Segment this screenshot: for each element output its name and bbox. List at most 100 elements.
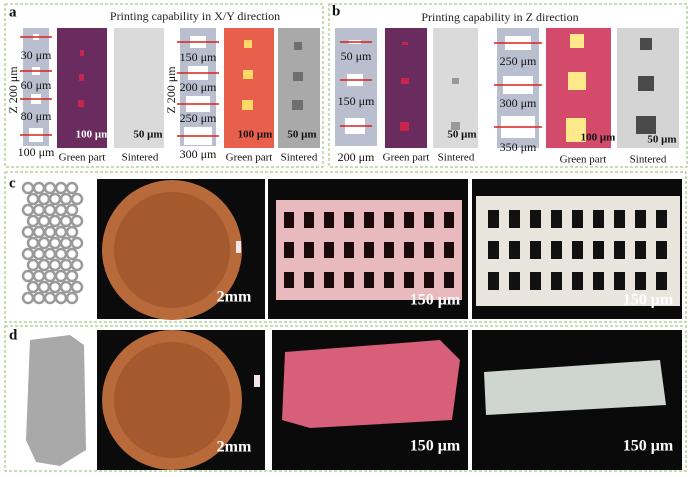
axis-label: Z 200 μm — [164, 66, 178, 114]
pore — [488, 210, 499, 228]
scale-bar-label: 150 μm — [623, 438, 674, 455]
pore — [444, 272, 454, 288]
pore — [284, 242, 294, 258]
pore — [572, 241, 583, 259]
pore — [572, 272, 583, 290]
size-label: 150 μm — [338, 94, 375, 108]
scale-bar-label: 50 μm — [133, 129, 162, 141]
caption: Sintered — [438, 152, 475, 164]
pore — [294, 42, 302, 50]
pore — [384, 272, 394, 288]
pore — [292, 100, 303, 110]
lattice-node — [70, 280, 84, 294]
pore — [404, 272, 414, 288]
pore — [452, 78, 459, 84]
lattice-node — [65, 291, 79, 305]
pore — [530, 272, 541, 290]
print — [568, 72, 586, 90]
pore — [344, 242, 354, 258]
panel-title: Printing capability in Z direction — [421, 10, 578, 24]
lattice-model — [21, 181, 84, 305]
pore — [635, 210, 646, 228]
lattice-node — [70, 214, 84, 228]
size-label: 350 μm — [500, 140, 537, 154]
scale-bar-label: 50 μm — [647, 134, 676, 146]
panel-label: b — [332, 3, 340, 19]
pore — [638, 76, 654, 91]
pore — [551, 210, 562, 228]
pore — [635, 272, 646, 290]
pore — [509, 272, 520, 290]
caption: Sintered — [122, 152, 159, 164]
pore — [424, 212, 434, 228]
pore — [364, 212, 374, 228]
scaffold — [484, 360, 666, 415]
pore — [451, 122, 460, 130]
scale-bar-label: 100 μm — [581, 132, 616, 144]
pore — [488, 241, 499, 259]
size-label: 80 μm — [21, 109, 52, 123]
pore — [404, 242, 414, 258]
pores — [292, 42, 303, 110]
size-label: 300 μm — [500, 96, 537, 110]
panel-c-frame — [4, 171, 687, 323]
coin-face — [114, 342, 230, 458]
schematic — [23, 28, 49, 146]
lattice-node — [70, 258, 84, 272]
sintered-photo — [114, 28, 164, 148]
size-label: 250 μm — [500, 54, 537, 68]
scale-bar-label: 150 μm — [410, 438, 461, 455]
pore — [551, 272, 562, 290]
caption: Sintered — [630, 154, 667, 166]
pore — [509, 241, 520, 259]
pore — [614, 241, 625, 259]
size-label: 150 μm — [180, 50, 217, 64]
coin-face — [114, 192, 230, 308]
size-label: 100 μm — [18, 145, 55, 159]
lattice-node — [65, 225, 79, 239]
pore — [444, 242, 454, 258]
prints — [400, 42, 409, 131]
prints — [566, 34, 586, 142]
pore — [636, 116, 656, 134]
scale-bar-label: 100 μm — [238, 129, 273, 141]
pore — [593, 210, 604, 228]
sample — [254, 375, 260, 387]
lattice-node — [70, 236, 84, 250]
pore — [488, 272, 499, 290]
prints — [78, 50, 84, 107]
pore — [656, 241, 667, 259]
print — [79, 74, 84, 81]
size-label: 250 μm — [180, 111, 217, 125]
print — [400, 122, 409, 131]
lattice-node — [65, 181, 79, 195]
print — [242, 100, 253, 110]
axis-label: Z 200 μm — [6, 66, 20, 114]
scale-bar-label: 150 μm — [623, 292, 674, 309]
caption: Green part — [59, 152, 106, 164]
scale-bar-label: 2mm — [217, 439, 252, 456]
pore — [530, 241, 541, 259]
porous-model — [26, 335, 86, 466]
panel-label: a — [9, 4, 17, 20]
print — [78, 100, 84, 107]
schematic-squares — [20, 34, 52, 142]
size-label: 200 μm — [180, 80, 217, 94]
pore — [364, 272, 374, 288]
caption: Sintered — [281, 152, 318, 164]
schematic-squares — [340, 40, 372, 134]
pore — [304, 242, 314, 258]
size-label: 30 μm — [21, 48, 52, 62]
caption: Green part — [383, 152, 430, 164]
scale-bar-label: 150 μm — [410, 292, 461, 309]
pore — [364, 242, 374, 258]
pore — [324, 242, 334, 258]
pore — [635, 241, 646, 259]
pore — [384, 212, 394, 228]
size-label: 60 μm — [21, 78, 52, 92]
size-label: 50 μm — [341, 49, 372, 63]
panel-label: d — [9, 327, 18, 343]
pore — [284, 212, 294, 228]
scale-bar-label: 50 μm — [287, 129, 316, 141]
